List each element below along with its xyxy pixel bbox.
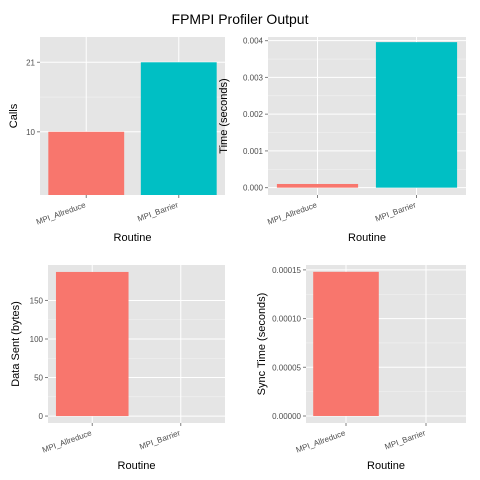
y-tick-label: 0.000	[243, 184, 264, 193]
y-tick-label: 0	[39, 412, 44, 421]
panels: 10 21 MPI_Allreduce MPI_Barrier Routine Calls…	[8, 37, 466, 472]
x-tick-label: MPI_Barrier	[383, 428, 426, 451]
y-tick-label: 10	[26, 128, 35, 137]
y-tick-label: 0.00015	[272, 266, 301, 275]
y-tick-label: 0.00010	[272, 315, 301, 324]
bar-mpi_allreduce	[55, 271, 129, 417]
x-axis-title: Routine	[367, 460, 405, 472]
x-tick-label: MPI_Allreduce	[41, 428, 93, 454]
bar-mpi_allreduce	[276, 183, 359, 188]
bar-mpi_barrier	[375, 42, 458, 188]
y-axis-title: Time (seconds)	[218, 78, 230, 153]
y-tick-label: 0.004	[243, 37, 264, 46]
x-tick-label: MPI_Barrier	[374, 200, 417, 223]
bar-mpi_allreduce	[48, 131, 125, 195]
y-tick-label: 0.003	[243, 73, 264, 82]
chart-panel-1: 10 21 MPI_Allreduce MPI_Barrier Routine Calls	[8, 37, 225, 244]
chart-panel-4: 0.00000 0.00005 0.00010 0.00015 MPI_Allreduc…	[256, 265, 466, 472]
y-tick-label: 100	[30, 335, 44, 344]
y-tick-label: 0.001	[243, 147, 264, 156]
x-tick-label: MPI_Barrier	[136, 200, 179, 223]
x-tick-label: MPI_Allreduce	[35, 200, 87, 226]
x-axis-title: Routine	[118, 460, 156, 472]
x-tick-label: MPI_Allreduce	[266, 200, 318, 226]
y-tick-label: 0.002	[243, 110, 264, 119]
y-tick-label: 21	[26, 58, 35, 67]
x-tick-label: MPI_Barrier	[138, 428, 181, 451]
x-tick-label: MPI_Allreduce	[295, 428, 347, 454]
chart-panel-3: 0 50 100 150 MPI_Allreduce MPI_Barrier Routine…	[10, 265, 225, 472]
y-tick-label: 0.00005	[272, 363, 301, 372]
y-axis-title: Calls	[8, 103, 20, 128]
x-axis-title: Routine	[348, 232, 386, 244]
y-tick-label: 50	[34, 374, 43, 383]
figure-title: FPMPI Profiler Output	[172, 11, 309, 27]
y-axis-title: Sync Time (seconds)	[256, 293, 268, 396]
bar-mpi_allreduce	[313, 271, 379, 416]
bar-mpi_barrier	[140, 62, 217, 195]
chart-panel-2: 0.000 0.001 0.002 0.003 0.004 MPI_Allreduce MP…	[218, 37, 466, 244]
y-tick-label: 0.00000	[272, 412, 301, 421]
y-axis-title: Data Sent (bytes)	[10, 301, 22, 387]
y-tick-label: 150	[30, 296, 44, 305]
x-axis-title: Routine	[114, 232, 152, 244]
